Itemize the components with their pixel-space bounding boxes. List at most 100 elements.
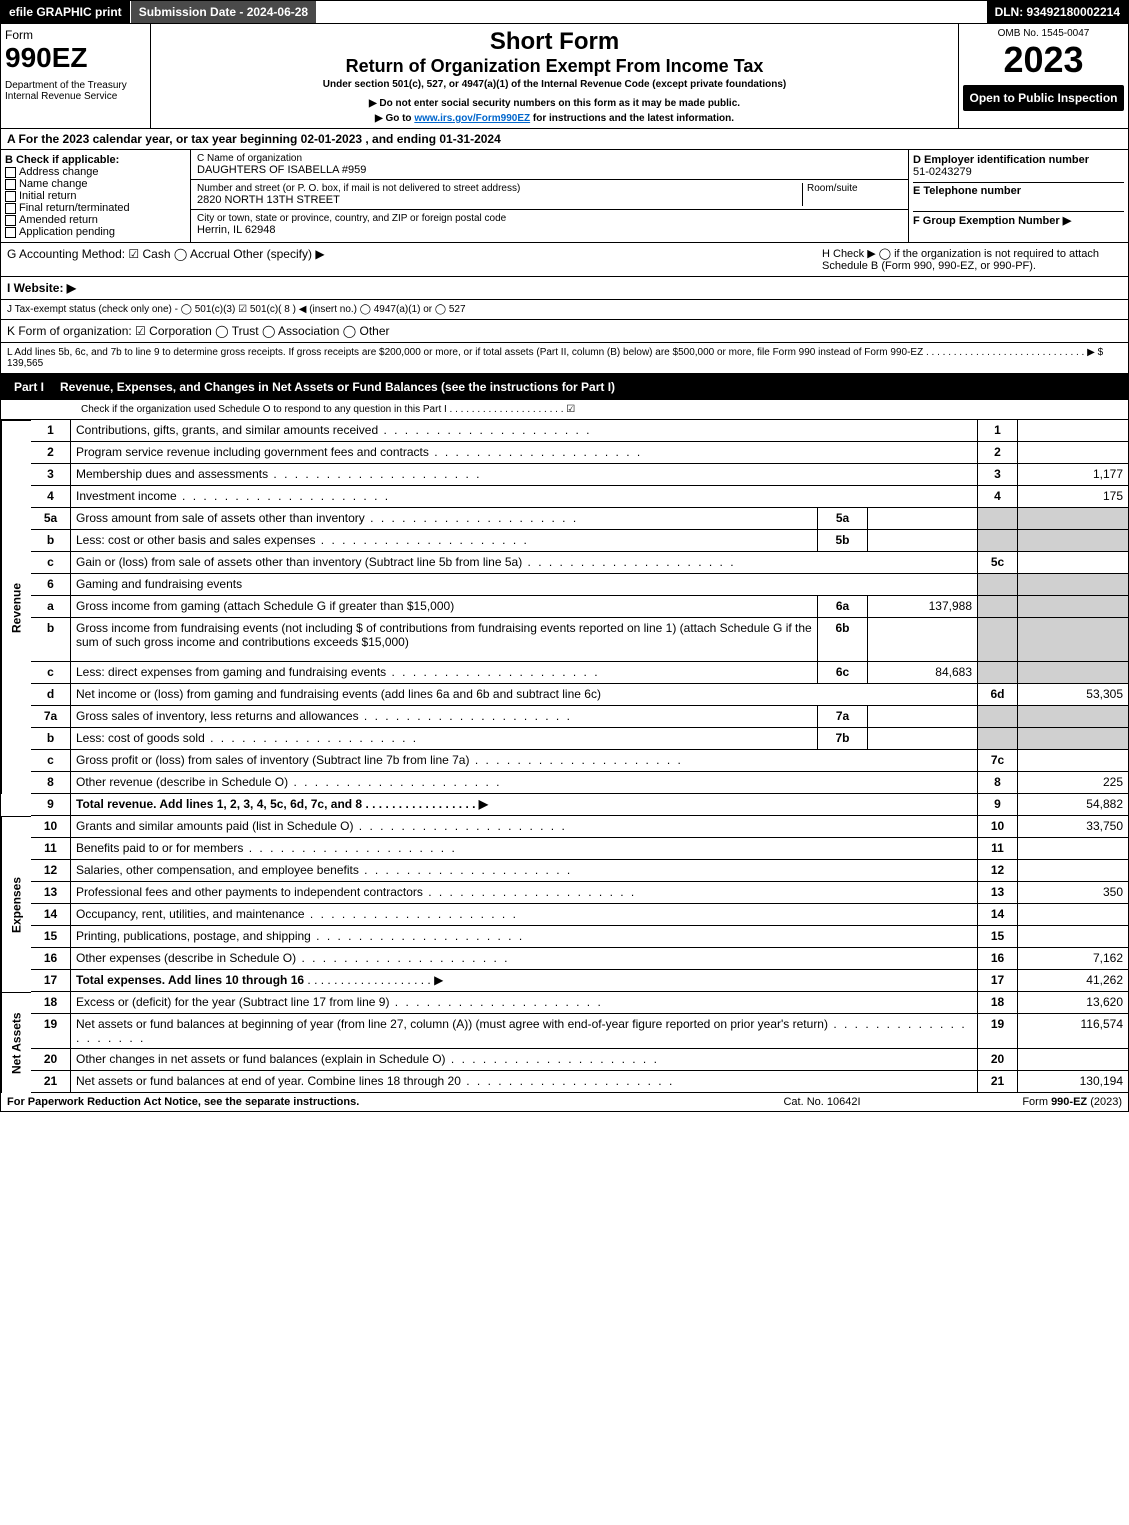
desc-4: Investment income: [71, 486, 978, 508]
val-2: [1018, 442, 1128, 464]
num-7a: [978, 706, 1018, 728]
omb-label: OMB No. 1545-0047: [963, 28, 1124, 39]
c-street-label: Number and street (or P. O. box, if mail…: [197, 183, 802, 194]
col-c-org-info: C Name of organization DAUGHTERS OF ISAB…: [191, 150, 908, 242]
sub-5a: 5a: [818, 508, 868, 530]
subval-6c: 84,683: [868, 662, 978, 684]
ln-17: 17: [31, 970, 71, 992]
row-i-website: I Website: ▶: [0, 277, 1129, 300]
header-center: Short Form Return of Organization Exempt…: [151, 24, 958, 128]
val-18: 13,620: [1018, 992, 1128, 1014]
num-3: 3: [978, 464, 1018, 486]
c-name-value: DAUGHTERS OF ISABELLA #959: [197, 164, 902, 176]
ln-16: 16: [31, 948, 71, 970]
num-15: 15: [978, 926, 1018, 948]
footer-right: Form 990-EZ (2023): [922, 1096, 1122, 1108]
val-8: 225: [1018, 772, 1128, 794]
ln-12: 12: [31, 860, 71, 882]
sub-6c: 6c: [818, 662, 868, 684]
ln-14: 14: [31, 904, 71, 926]
ln-6a: a: [31, 596, 71, 618]
desc-10: Grants and similar amounts paid (list in…: [71, 816, 978, 838]
chk-pending[interactable]: Application pending: [5, 226, 186, 238]
num-6a: [978, 596, 1018, 618]
desc-11: Benefits paid to or for members: [71, 838, 978, 860]
ln-6d: d: [31, 684, 71, 706]
irs-link[interactable]: www.irs.gov/Form990EZ: [414, 113, 530, 124]
header-right: OMB No. 1545-0047 2023 Open to Public In…: [958, 24, 1128, 128]
row-a-tax-year: A For the 2023 calendar year, or tax yea…: [0, 129, 1129, 150]
subval-5b: [868, 530, 978, 552]
warn-text: ▶ Do not enter social security numbers o…: [155, 98, 954, 109]
chk-name[interactable]: Name change: [5, 178, 186, 190]
d-label: D Employer identification number: [913, 154, 1124, 166]
c-street-value: 2820 NORTH 13TH STREET: [197, 194, 802, 206]
num-14: 14: [978, 904, 1018, 926]
ln-6: 6: [31, 574, 71, 596]
ln-11: 11: [31, 838, 71, 860]
ln-5a: 5a: [31, 508, 71, 530]
num-2: 2: [978, 442, 1018, 464]
ln-20: 20: [31, 1049, 71, 1071]
desc-12: Salaries, other compensation, and employ…: [71, 860, 978, 882]
desc-13: Professional fees and other payments to …: [71, 882, 978, 904]
desc-16: Other expenses (describe in Schedule O): [71, 948, 978, 970]
val-6b: [1018, 618, 1128, 662]
ln-3: 3: [31, 464, 71, 486]
val-21: 130,194: [1018, 1071, 1128, 1093]
ln-6c: c: [31, 662, 71, 684]
desc-6b: Gross income from fundraising events (no…: [71, 618, 818, 662]
val-3: 1,177: [1018, 464, 1128, 486]
c-street-row: Number and street (or P. O. box, if mail…: [191, 180, 908, 210]
desc-14: Occupancy, rent, utilities, and maintena…: [71, 904, 978, 926]
chk-initial[interactable]: Initial return: [5, 190, 186, 202]
row-g-accounting: G Accounting Method: ☑ Cash ◯ Accrual Ot…: [0, 243, 1129, 277]
c-city-label: City or town, state or province, country…: [197, 213, 902, 224]
ln-21: 21: [31, 1071, 71, 1093]
sub-5b: 5b: [818, 530, 868, 552]
num-10: 10: [978, 816, 1018, 838]
num-5b: [978, 530, 1018, 552]
row-l-receipts: L Add lines 5b, 6c, and 7b to line 9 to …: [0, 343, 1129, 374]
c-name-label: C Name of organization: [197, 153, 902, 164]
val-7b: [1018, 728, 1128, 750]
val-6d: 53,305: [1018, 684, 1128, 706]
sub-7b: 7b: [818, 728, 868, 750]
g-text: G Accounting Method: ☑ Cash ◯ Accrual Ot…: [7, 247, 822, 272]
num-21: 21: [978, 1071, 1018, 1093]
side-netassets: Net Assets: [1, 992, 31, 1093]
val-6: [1018, 574, 1128, 596]
desc-3: Membership dues and assessments: [71, 464, 978, 486]
num-17: 17: [978, 970, 1018, 992]
ln-9: 9: [31, 794, 71, 816]
section-b: B Check if applicable: Address change Na…: [0, 150, 1129, 243]
sub-6a: 6a: [818, 596, 868, 618]
ln-13: 13: [31, 882, 71, 904]
chk-final[interactable]: Final return/terminated: [5, 202, 186, 214]
ln-2: 2: [31, 442, 71, 464]
chk-address[interactable]: Address change: [5, 166, 186, 178]
efile-print-button[interactable]: efile GRAPHIC print: [1, 1, 131, 23]
form-number: 990EZ: [5, 42, 146, 74]
chk-amended[interactable]: Amended return: [5, 214, 186, 226]
desc-5c: Gain or (loss) from sale of assets other…: [71, 552, 978, 574]
val-1: [1018, 420, 1128, 442]
desc-20: Other changes in net assets or fund bala…: [71, 1049, 978, 1071]
form-header: Form 990EZ Department of the Treasury In…: [0, 24, 1129, 129]
desc-6a: Gross income from gaming (attach Schedul…: [71, 596, 818, 618]
main-title: Return of Organization Exempt From Incom…: [155, 56, 954, 77]
ln-7c: c: [31, 750, 71, 772]
val-6c: [1018, 662, 1128, 684]
val-4: 175: [1018, 486, 1128, 508]
subval-6a: 137,988: [868, 596, 978, 618]
page-footer: For Paperwork Reduction Act Notice, see …: [0, 1093, 1129, 1112]
spacer: [317, 1, 986, 23]
sub-7a: 7a: [818, 706, 868, 728]
side-expenses: Expenses: [1, 816, 31, 992]
ln-18: 18: [31, 992, 71, 1014]
num-5a: [978, 508, 1018, 530]
val-7c: [1018, 750, 1128, 772]
val-6a: [1018, 596, 1128, 618]
num-9: 9: [978, 794, 1018, 816]
val-17: 41,262: [1018, 970, 1128, 992]
